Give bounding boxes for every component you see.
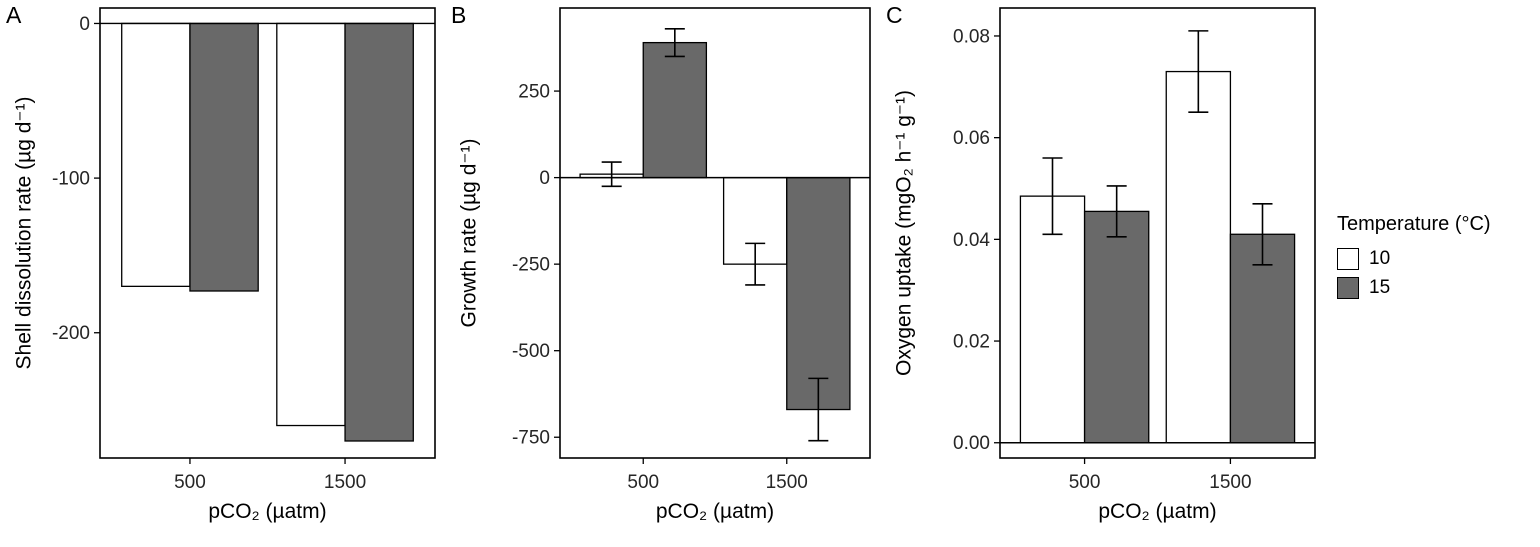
legend-label: 15	[1369, 277, 1391, 298]
x-tick-label: 500	[627, 472, 659, 493]
y-axis-title: Shell dissolution rate (µg d⁻¹)	[12, 96, 36, 370]
panel-letter: A	[6, 2, 22, 28]
y-tick-label: 250	[518, 82, 550, 103]
x-tick-label: 500	[174, 472, 206, 493]
y-tick-label: 0.06	[953, 128, 990, 149]
x-axis-title: pCO₂ (µatm)	[1098, 500, 1217, 523]
bar-15C-1500	[344, 22, 414, 442]
plot-border	[99, 7, 436, 459]
x-tick-label: 1500	[766, 472, 808, 493]
x-axis-title: pCO₂ (µatm)	[208, 500, 327, 523]
bar-15C-500	[1083, 210, 1150, 444]
plot-border	[559, 7, 871, 459]
y-tick-label: 0	[539, 168, 550, 189]
y-tick-label: -750	[512, 428, 550, 449]
bar-10C-1500	[1165, 70, 1232, 444]
legend-swatch-white-icon	[1337, 248, 1359, 270]
bar-15C-500	[189, 22, 259, 292]
legend-entry-temp-10: 10	[1337, 248, 1540, 270]
x-tick-label: 1500	[1209, 472, 1251, 493]
y-tick-label: 0	[79, 14, 90, 35]
bar-chart-oxygen-uptake: 0.00 0.02 0.04 0.06 0.08 500 1500	[953, 7, 1316, 493]
bar-15C-1500	[786, 176, 851, 411]
legend-title: Temperature (°C)	[1337, 213, 1491, 235]
x-tick-label: 500	[1069, 472, 1101, 493]
y-tick-label: -200	[52, 323, 90, 344]
legend-label: 10	[1369, 248, 1391, 269]
legend-swatch-grey-icon	[1337, 277, 1359, 299]
bar-10C-500	[121, 22, 191, 288]
x-tick-label: 1500	[324, 472, 366, 493]
y-axis-title: Oxygen uptake (mgO₂ h⁻¹ g⁻¹)	[892, 90, 916, 376]
y-axis-title: Growth rate (µg d⁻¹)	[457, 138, 481, 328]
y-tick-label: 0.00	[953, 433, 990, 454]
panel-b-growth-rate: B Growth rate (µg d⁻¹) 250 0 -250 -500 -750 5…	[445, 0, 880, 547]
plot-border	[999, 7, 1316, 459]
y-tick-label: 0.08	[953, 26, 990, 47]
legend: Temperature (°C) 10 15	[1325, 0, 1540, 547]
panel-letter: B	[451, 2, 467, 28]
y-tick-label: -500	[512, 341, 550, 362]
bar-15C-500	[642, 41, 708, 179]
y-tick-label: -250	[512, 255, 550, 276]
bar-chart-growth-rate: 250 0 -250 -500 -750 500 1500	[512, 7, 871, 493]
x-axis-title: pCO₂ (µatm)	[655, 500, 775, 523]
legend-entry-temp-15: 15	[1337, 277, 1540, 299]
y-tick-label: -100	[52, 169, 90, 190]
panel-a-shell-dissolution: A Shell dissolution rate (µg d⁻¹) 0 -100 -…	[0, 0, 445, 547]
bar-10C-500	[1019, 195, 1086, 444]
panel-c-oxygen-uptake: C Oxygen uptake (mgO₂ h⁻¹ g⁻¹) 0.00 0.02 0…	[880, 0, 1325, 547]
y-tick-label: 0.02	[953, 332, 990, 353]
bar-chart-shell-dissolution: 0 -100 -200 500 1500	[52, 7, 436, 493]
y-tick-label: 0.04	[953, 230, 990, 251]
panel-letter: C	[886, 2, 903, 28]
bar-10C-1500	[276, 22, 346, 427]
bar-15C-1500	[1229, 233, 1296, 444]
